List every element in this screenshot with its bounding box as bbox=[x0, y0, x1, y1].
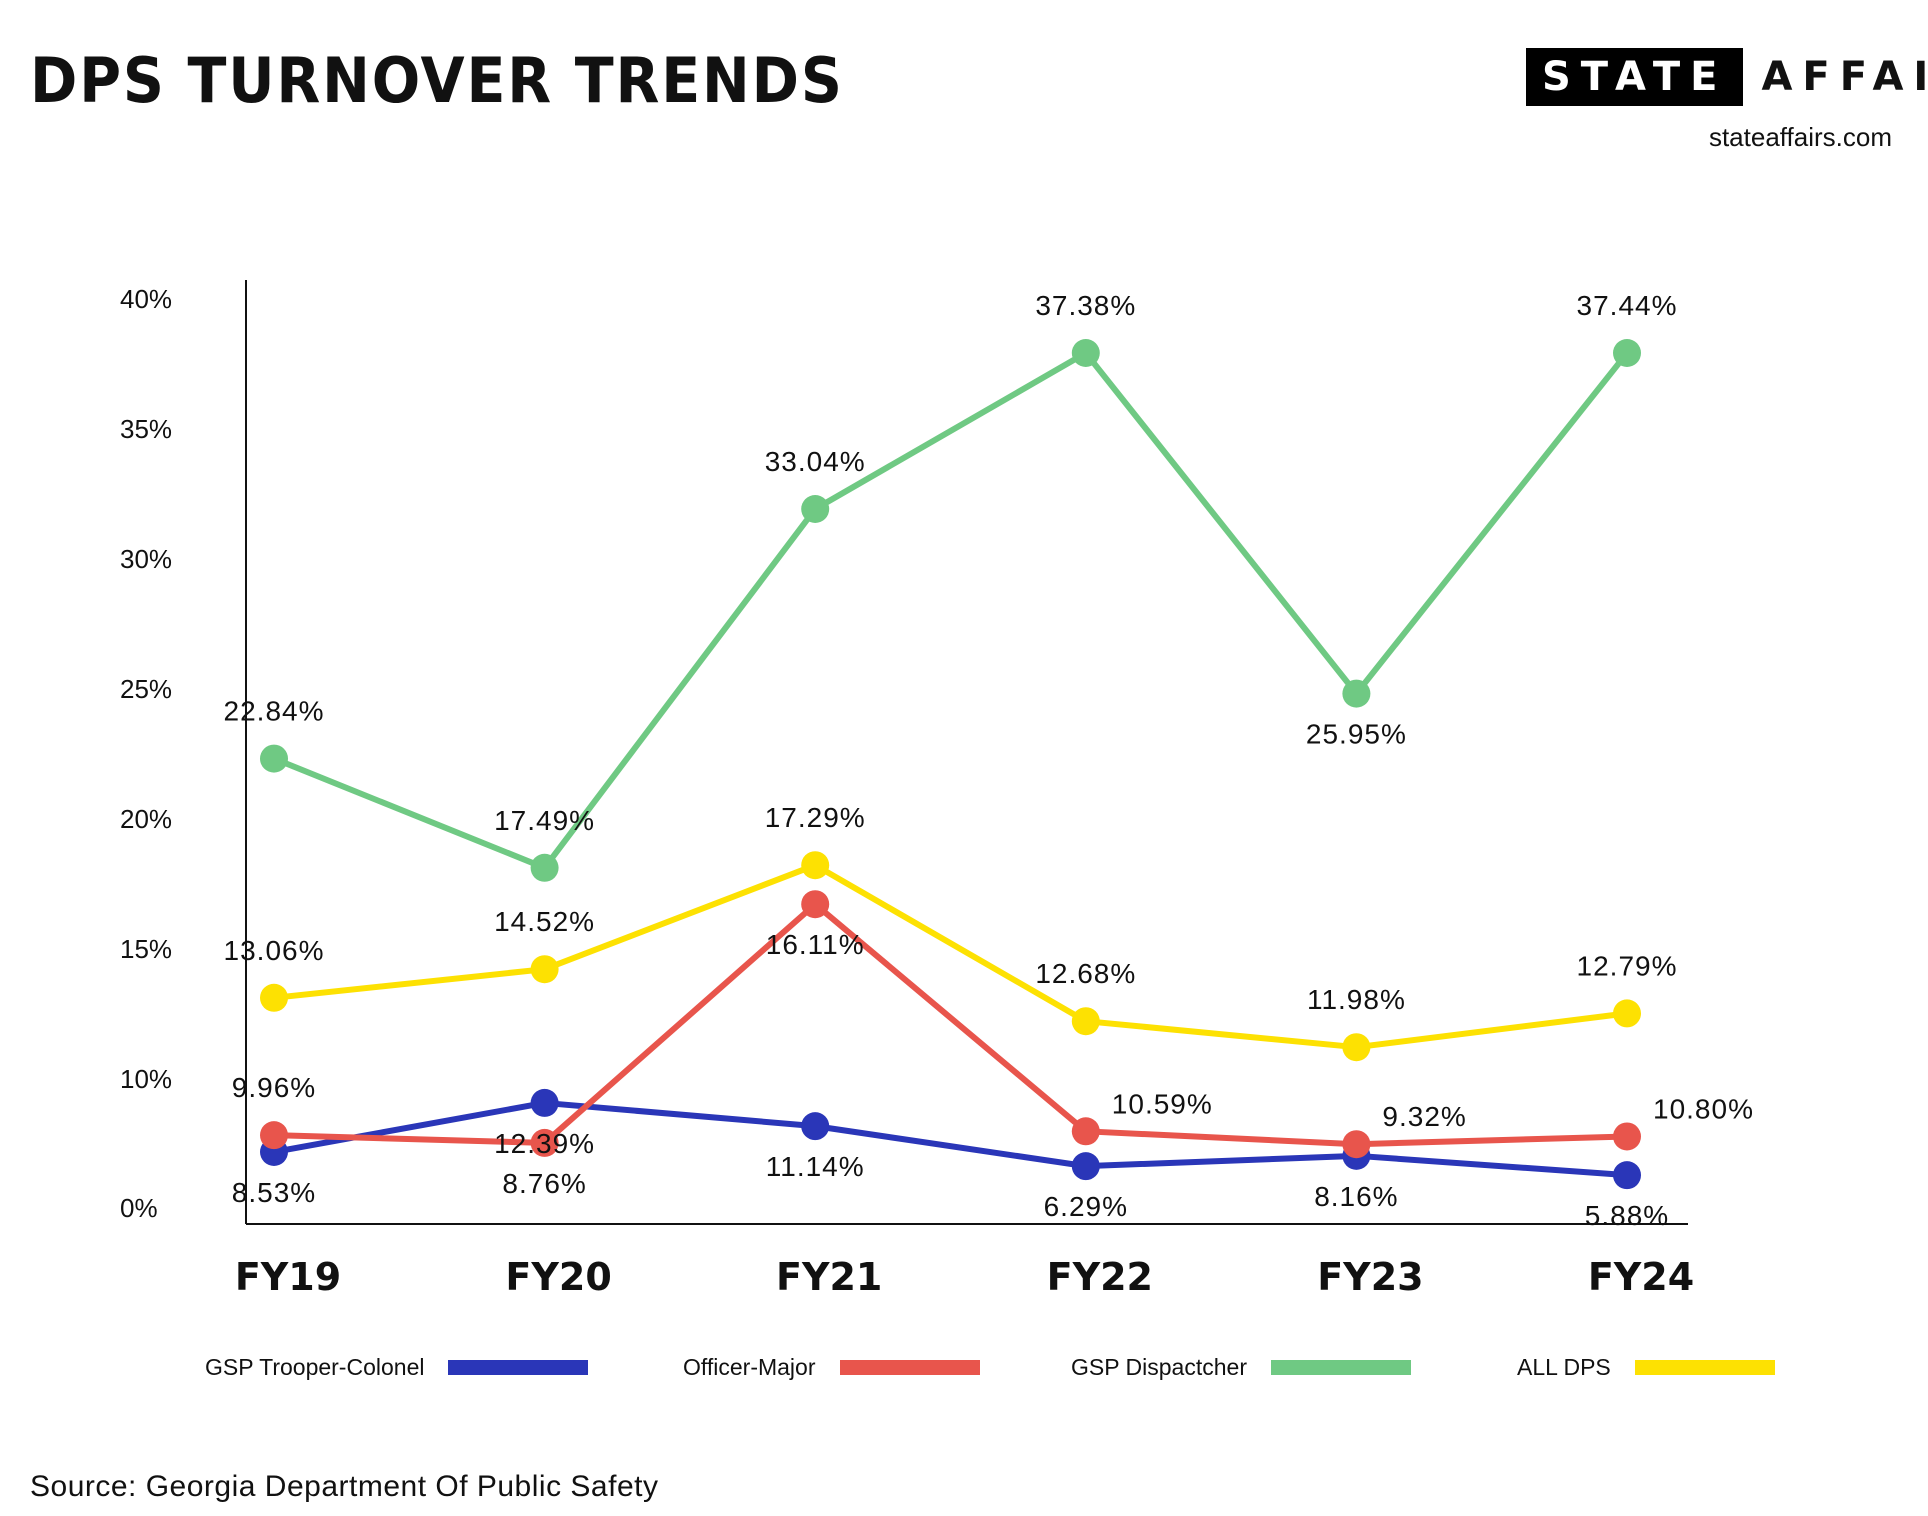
brand-text: AFFAIRS bbox=[1761, 54, 1928, 100]
data-label: 8.16% bbox=[1314, 1181, 1398, 1212]
series-line bbox=[273, 862, 1628, 1051]
brand-box: STATE bbox=[1526, 48, 1744, 106]
legend-item: GSP Trooper-Colonel bbox=[205, 1354, 589, 1381]
legend: GSP Trooper-Colonel Officer-Major GSP Disp… bbox=[0, 1354, 1928, 1394]
data-point bbox=[801, 890, 830, 919]
line-chart: 0% 10% 15% 20% 25% 30% 35% 40% 8.53% 12.39% 11.14… bbox=[120, 280, 1754, 1299]
x-axis-ticks: FY19 FY20 FY21 FY22 FY23 FY24 bbox=[235, 1255, 1694, 1299]
data-point bbox=[1071, 1117, 1100, 1146]
legend-swatch bbox=[1270, 1360, 1411, 1375]
data-point bbox=[1342, 679, 1371, 708]
data-label: 13.06% bbox=[224, 935, 325, 966]
x-tick-label: FY22 bbox=[1047, 1255, 1153, 1299]
data-label: 12.79% bbox=[1577, 950, 1678, 981]
y-tick-label: 0% bbox=[120, 1193, 158, 1223]
data-label: 14.52% bbox=[494, 906, 595, 937]
series-points bbox=[260, 339, 1641, 1190]
data-point bbox=[1071, 339, 1100, 367]
x-tick-label: FY19 bbox=[235, 1255, 341, 1299]
legend-label: ALL DPS bbox=[1517, 1354, 1611, 1380]
data-label: 9.32% bbox=[1382, 1101, 1466, 1132]
legend-swatch bbox=[839, 1360, 980, 1375]
data-label: 6.29% bbox=[1044, 1191, 1128, 1222]
legend-swatch bbox=[448, 1360, 589, 1375]
axes bbox=[245, 280, 1688, 1225]
legend-item: Officer-Major bbox=[683, 1354, 980, 1381]
y-tick-label: 30% bbox=[120, 544, 172, 574]
data-point bbox=[530, 1128, 559, 1157]
data-label: 10.59% bbox=[1112, 1088, 1213, 1119]
data-label: 16.11% bbox=[766, 929, 865, 960]
data-label: 10.80% bbox=[1653, 1093, 1754, 1124]
legend-label: GSP Trooper-Colonel bbox=[205, 1354, 425, 1380]
site-url: stateaffairs.com bbox=[1708, 122, 1892, 152]
y-tick-label: 40% bbox=[120, 284, 172, 314]
data-label: 22.84% bbox=[224, 696, 325, 727]
y-tick-label: 25% bbox=[120, 674, 172, 704]
data-label: 5.88% bbox=[1585, 1200, 1669, 1231]
data-point bbox=[530, 1088, 559, 1117]
data-point bbox=[260, 983, 288, 1012]
series-line bbox=[273, 1099, 1628, 1179]
data-label: 8.76% bbox=[502, 1168, 586, 1199]
x-tick-label: FY24 bbox=[1588, 1255, 1694, 1299]
data-point bbox=[530, 955, 559, 984]
data-point bbox=[530, 853, 559, 882]
y-tick-label: 10% bbox=[120, 1064, 172, 1094]
y-axis-ticks: 0% 10% 15% 20% 25% 30% 35% 40% bbox=[120, 284, 172, 1223]
data-label: 33.04% bbox=[765, 446, 866, 477]
x-tick-label: FY23 bbox=[1317, 1255, 1423, 1299]
series-line bbox=[273, 901, 1628, 1148]
legend-item: ALL DPS bbox=[1517, 1354, 1775, 1381]
data-point bbox=[801, 1112, 830, 1141]
data-point bbox=[1071, 1007, 1100, 1036]
data-point bbox=[801, 495, 830, 523]
data-label: 25.95% bbox=[1306, 719, 1407, 750]
legend-swatch bbox=[1634, 1360, 1775, 1375]
data-label: 12.39% bbox=[494, 1128, 595, 1159]
y-tick-label: 35% bbox=[120, 414, 172, 444]
data-point bbox=[1342, 1130, 1371, 1159]
data-label: 37.38% bbox=[1035, 290, 1136, 321]
data-label: 9.96% bbox=[232, 1072, 316, 1103]
data-point bbox=[1613, 1122, 1641, 1151]
data-label: 8.53% bbox=[232, 1177, 316, 1208]
data-point bbox=[1342, 1033, 1371, 1062]
data-point bbox=[801, 851, 830, 880]
brand-logo: STATE AFFAIRS bbox=[1526, 48, 1928, 106]
data-point bbox=[260, 1121, 288, 1150]
data-label: 17.29% bbox=[765, 802, 866, 833]
y-tick-label: 20% bbox=[120, 804, 172, 834]
series-line bbox=[272, 350, 1630, 871]
legend-label: Officer-Major bbox=[683, 1354, 816, 1380]
y-tick-label: 15% bbox=[120, 934, 172, 964]
data-label: 37.44% bbox=[1577, 290, 1678, 321]
data-label: 11.14% bbox=[766, 1151, 865, 1182]
data-point bbox=[1071, 1152, 1100, 1181]
legend-item: GSP Dispactcher bbox=[1071, 1354, 1411, 1381]
series-lines bbox=[272, 350, 1630, 1179]
data-label: 12.68% bbox=[1035, 958, 1136, 989]
data-labels: 8.53% 12.39% 11.14% 6.29% 8.16% 5.88% 9.96% 8.7… bbox=[224, 290, 1754, 1231]
data-point bbox=[1613, 1161, 1641, 1190]
x-tick-label: FY20 bbox=[505, 1255, 611, 1299]
data-point bbox=[1613, 999, 1641, 1028]
chart-title: DPS TURNOVER TRENDS bbox=[30, 44, 844, 117]
data-label: 17.49% bbox=[494, 805, 595, 836]
data-point bbox=[1613, 339, 1641, 367]
source-note: Source: Georgia Department Of Public Saf… bbox=[30, 1470, 659, 1503]
x-tick-label: FY21 bbox=[776, 1255, 882, 1299]
data-label: 11.98% bbox=[1307, 984, 1406, 1015]
data-point bbox=[260, 744, 288, 773]
legend-label: GSP Dispactcher bbox=[1071, 1354, 1247, 1380]
